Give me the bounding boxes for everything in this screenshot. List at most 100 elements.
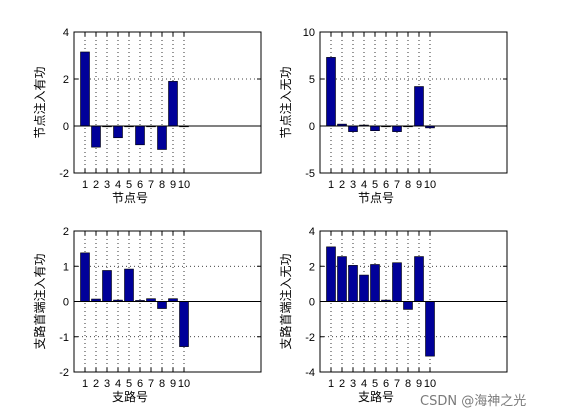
y-tick-label: -2 (59, 168, 69, 180)
x-tick-label: 4 (361, 179, 367, 191)
y-tick-label: -2 (59, 367, 69, 379)
y-axis-label: 支路首端注入有功 (32, 253, 47, 349)
x-tick-label: 1 (82, 378, 88, 390)
bar (179, 301, 189, 347)
bar (392, 262, 402, 302)
bar (348, 125, 358, 132)
x-tick-label: 8 (159, 179, 165, 191)
y-tick-label: -1 (59, 332, 69, 344)
x-tick-label: 1 (82, 179, 88, 191)
y-tick-label: 2 (63, 226, 69, 238)
x-tick-label: 3 (350, 378, 356, 390)
x-tick-label: 5 (372, 179, 378, 191)
x-tick-label: 2 (93, 179, 99, 191)
bar (80, 51, 90, 127)
x-tick-label: 7 (394, 179, 400, 191)
x-tick-label: 5 (372, 378, 378, 390)
bar (414, 256, 424, 302)
y-axis-label: 节点注入无功 (278, 66, 293, 138)
y-tick-label: 10 (303, 27, 315, 39)
y-tick-label: -2 (305, 332, 315, 344)
x-tick-label: 6 (137, 378, 143, 390)
y-tick-label: 0 (309, 121, 315, 133)
y-tick-label: 2 (309, 261, 315, 273)
plot-area (74, 32, 261, 173)
x-tick-label: 4 (361, 378, 367, 390)
bar (392, 125, 402, 132)
x-tick-label: 7 (148, 179, 154, 191)
bar (403, 301, 413, 310)
bar (91, 125, 101, 148)
x-tick-label: 10 (178, 378, 190, 390)
x-tick-label: 8 (159, 378, 165, 390)
x-axis-label: 节点号 (358, 191, 394, 205)
x-tick-label: 2 (339, 378, 345, 390)
bar (326, 246, 336, 302)
x-tick-label: 4 (115, 378, 121, 390)
x-tick-label: 2 (339, 179, 345, 191)
x-tick-label: 1 (328, 179, 334, 191)
y-tick-label: 4 (63, 27, 69, 39)
bar (168, 81, 178, 127)
y-tick-label: 1 (63, 261, 69, 273)
x-tick-label: 9 (416, 378, 422, 390)
x-tick-label: 9 (170, 378, 176, 390)
bar (414, 86, 424, 127)
watermark: CSDN @海神之光 (420, 394, 526, 409)
y-tick-label: 0 (63, 121, 69, 133)
bar (157, 125, 167, 150)
x-tick-label: 10 (424, 179, 436, 191)
axes-frame (319, 31, 508, 174)
x-tick-label: 8 (405, 179, 411, 191)
x-tick-label: 8 (405, 378, 411, 390)
x-axis-label: 支路号 (358, 389, 394, 404)
y-tick-label: 0 (63, 297, 69, 309)
x-axis-label: 节点号 (112, 191, 148, 205)
x-tick-label: 5 (126, 179, 132, 191)
bar (157, 301, 167, 309)
bar (425, 301, 435, 357)
bar (370, 264, 380, 302)
x-tick-label: 3 (350, 179, 356, 191)
x-tick-label: 3 (104, 378, 110, 390)
bar (359, 274, 369, 302)
x-axis-label: 支路号 (112, 389, 148, 404)
y-tick-label: 0 (309, 297, 315, 309)
y-axis-label: 节点注入有功 (32, 66, 47, 138)
bar (348, 265, 358, 302)
bar (102, 270, 112, 302)
bar (337, 256, 347, 302)
y-tick-label: 2 (63, 74, 69, 86)
x-tick-label: 6 (383, 179, 389, 191)
y-tick-label: -4 (305, 367, 315, 379)
y-tick-label: 4 (309, 226, 315, 238)
x-tick-label: 10 (424, 378, 436, 390)
x-tick-label: 7 (148, 378, 154, 390)
y-axis-label: 支路首端注入无功 (278, 253, 293, 349)
x-tick-label: 2 (93, 378, 99, 390)
y-tick-label: 5 (309, 74, 315, 86)
x-tick-label: 9 (170, 179, 176, 191)
x-tick-label: 5 (126, 378, 132, 390)
x-tick-label: 9 (416, 179, 422, 191)
axes-frame (73, 31, 262, 174)
bar (370, 125, 380, 131)
x-tick-label: 6 (137, 179, 143, 191)
plot-area (320, 32, 507, 173)
x-tick-label: 6 (383, 378, 389, 390)
x-tick-label: 10 (178, 179, 190, 191)
y-tick-label: -5 (305, 168, 315, 180)
x-tick-label: 1 (328, 378, 334, 390)
bar (135, 125, 145, 146)
x-tick-label: 3 (104, 179, 110, 191)
bar (124, 268, 134, 302)
bar (326, 57, 336, 127)
bar (80, 252, 90, 302)
x-tick-label: 7 (394, 378, 400, 390)
x-tick-label: 4 (115, 179, 121, 191)
